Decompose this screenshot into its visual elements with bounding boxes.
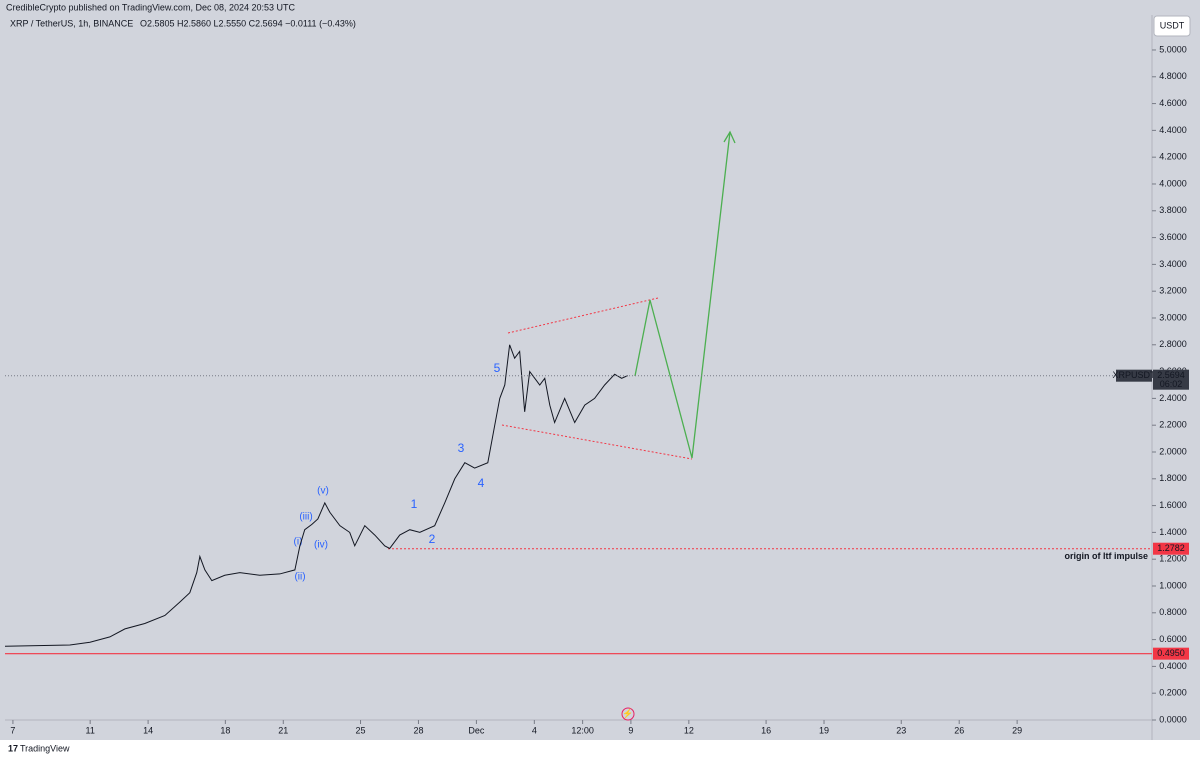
symbol-tag-label: XRPUSDT [1112,370,1156,380]
y-tick-label: 3.0000 [1159,312,1187,322]
level-tag-label: 0.4950 [1157,648,1185,658]
ohlc: O2.5805 H2.5860 L2.5550 C2.5694 −0.0111 … [140,18,356,28]
y-tick-label: 1.0000 [1159,580,1187,590]
x-tick-label: 12:00 [571,725,594,735]
footer [0,740,1200,759]
wave-label: 5 [494,361,501,375]
triangle-lower [501,424,693,460]
x-tick-label: 28 [413,725,423,735]
y-tick-label: 1.6000 [1159,500,1187,510]
y-tick-label: 0.0000 [1159,714,1187,724]
wave-label: 3 [458,441,465,455]
x-tick-label: 26 [954,725,964,735]
wave-label: (i) [294,537,303,548]
x-tick-label: 25 [356,725,366,735]
level-tag [1153,542,1189,555]
y-tick-label: 2.4000 [1159,393,1187,403]
y-tick-label: 0.6000 [1159,634,1187,644]
wave-label: (iii) [299,512,312,523]
event-icon-glyph[interactable]: ⚡ [622,707,633,719]
x-tick-label: 29 [1012,725,1022,735]
x-tick-label: 9 [628,725,633,735]
x-tick-label: 11 [85,725,94,735]
last-price-tag [1153,369,1189,390]
wave-label: 2 [429,532,436,546]
y-tick-label: 0.8000 [1159,607,1187,617]
y-tick-label: 2.8000 [1159,339,1187,349]
y-tick-label: 1.2000 [1159,554,1187,564]
currency-button[interactable] [1153,15,1191,37]
symbol-tag [1116,369,1152,382]
x-tick-label: 21 [278,725,288,735]
x-tick-label: 4 [532,725,537,735]
background [0,0,1200,740]
x-tick-label: 14 [143,725,153,735]
y-tick-label: 4.8000 [1159,71,1187,81]
y-tick-label: 3.6000 [1159,232,1187,242]
drawings [501,130,736,460]
x-tick-label: 23 [896,725,906,735]
projection-arrow [723,130,736,144]
symbol: XRP / TetherUS, 1h, BINANCE [10,18,133,28]
x-tick-label: 19 [819,725,829,735]
logo-mark: 17 [8,743,18,753]
y-tick-label: 4.2000 [1159,152,1187,162]
publisher: CredibleCrypto published on TradingView.… [6,2,295,12]
countdown: 06:02 [1160,379,1183,389]
event-icon[interactable] [621,707,635,721]
y-tick-label: 2.0000 [1159,446,1187,456]
y-tick-label: 2.2000 [1159,420,1187,430]
y-tick-label: 4.6000 [1159,98,1187,108]
last-price-label: 2.5694 [1157,370,1185,380]
x-tick-label: 12 [684,725,694,735]
brand: TradingView [20,743,70,753]
x-tick-label: 18 [220,725,230,735]
wave-label: 4 [478,476,485,490]
y-tick-label: 4.0000 [1159,178,1187,188]
x-tick-label: Dec [468,725,485,735]
y-tick-label: 1.8000 [1159,473,1187,483]
y-tick-label: 0.4000 [1159,661,1187,671]
y-tick-label: 3.2000 [1159,286,1187,296]
wave-label: (ii) [294,572,305,583]
wave-label: 1 [411,497,418,511]
currency[interactable]: USDT [1160,20,1185,30]
wave-label: (v) [317,486,329,497]
y-tick-label: 5.0000 [1159,44,1187,54]
projection-path [634,131,731,459]
triangle-upper [507,297,659,334]
x-tick-label: 16 [761,725,771,735]
level-tag [1153,647,1189,660]
y-tick-label: 3.8000 [1159,205,1187,215]
level-tag-label: 1.2782 [1157,543,1185,553]
x-tick-label: 7 [10,725,15,735]
y-tick-label: 1.4000 [1159,527,1187,537]
price-line [4,344,628,647]
wave-label: (iv) [314,540,328,551]
y-tick-label: 3.4000 [1159,259,1187,269]
y-tick-label: 4.4000 [1159,125,1187,135]
level-annotation: origin of ltf impulse [1065,551,1149,561]
y-tick-label: 0.2000 [1159,688,1187,698]
